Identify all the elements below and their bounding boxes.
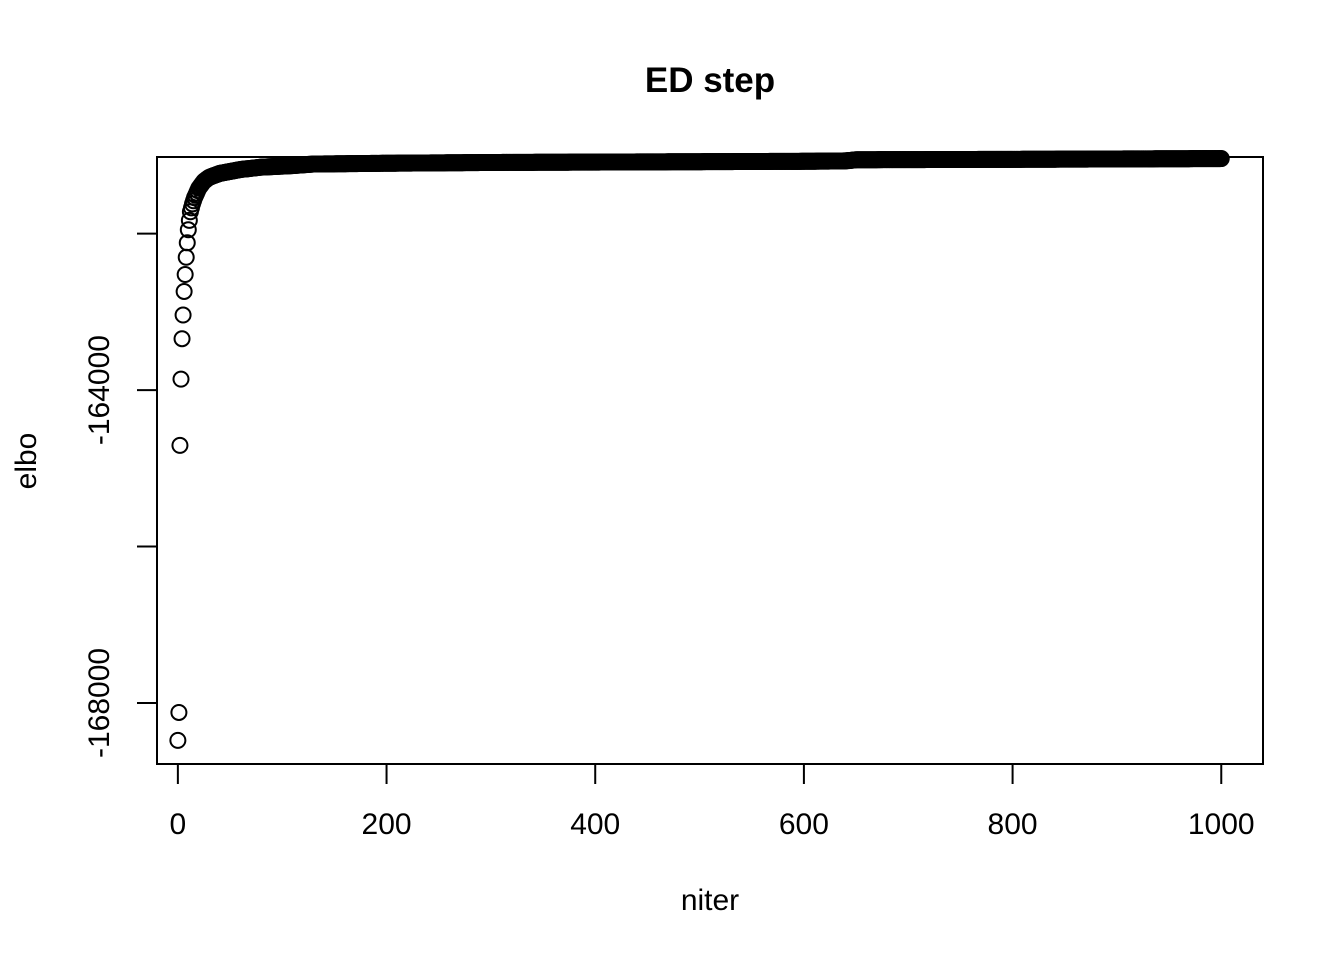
x-axis: 0 200 400 600 800 1000 bbox=[170, 764, 1255, 841]
data-point bbox=[172, 438, 187, 453]
data-point bbox=[174, 372, 189, 387]
x-tick-label: 400 bbox=[570, 808, 620, 841]
x-tick-label: 800 bbox=[988, 808, 1038, 841]
data-point bbox=[177, 284, 192, 299]
x-axis-label: niter bbox=[681, 884, 739, 917]
chart-title: ED step bbox=[645, 61, 775, 100]
data-point bbox=[175, 331, 190, 346]
y-axis: -168000 -164000 bbox=[83, 234, 157, 758]
data-point bbox=[179, 250, 194, 265]
y-tick-label: -164000 bbox=[83, 335, 116, 445]
x-tick-label: 0 bbox=[170, 808, 187, 841]
y-tick-label: -168000 bbox=[83, 648, 116, 758]
data-point bbox=[178, 267, 193, 282]
data-point bbox=[176, 308, 191, 323]
y-axis-label: elbo bbox=[10, 433, 43, 490]
x-tick-label: 1000 bbox=[1188, 808, 1255, 841]
data-point bbox=[171, 705, 186, 720]
plot-frame bbox=[157, 157, 1263, 764]
x-tick-label: 600 bbox=[779, 808, 829, 841]
x-tick-label: 200 bbox=[362, 808, 412, 841]
data-point bbox=[170, 733, 185, 748]
data-points bbox=[170, 151, 1228, 748]
